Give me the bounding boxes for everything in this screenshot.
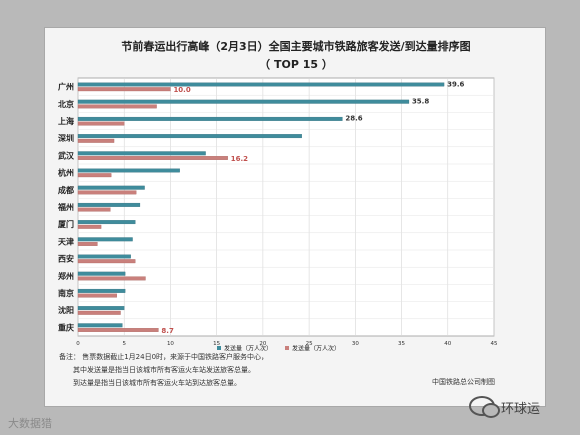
data-label-series-2: 8.7 <box>161 327 174 335</box>
chart-title: 节前春运出行高峰（2月3日）全国主要城市铁路旅客发送/到达量排序图 <box>121 40 471 53</box>
bar-series-1 <box>77 288 126 293</box>
bar-series-2 <box>77 242 98 246</box>
category-label: 南京 <box>58 288 74 298</box>
bar-series-1 <box>77 323 123 328</box>
legend-swatch <box>285 346 289 350</box>
data-label-series-2: 10.0 <box>173 86 190 94</box>
bar-series-2 <box>77 259 136 264</box>
data-label-series-1: 39.6 <box>447 80 464 88</box>
bar-series-2 <box>77 173 112 178</box>
bar-series-1 <box>77 134 302 139</box>
bar-series-1 <box>77 82 445 87</box>
chart-card: 节前春运出行高峰（2月3日）全国主要城市铁路旅客发送/到达量排序图 （ TOP … <box>44 27 546 407</box>
bar-series-2 <box>77 104 157 109</box>
bar-series-2 <box>77 156 228 160</box>
x-tick-label: 20 <box>259 341 266 347</box>
wechat-icon <box>469 396 500 418</box>
category-label: 福州 <box>57 202 74 212</box>
data-label-series-2: 16.2 <box>231 155 248 163</box>
x-tick-label: 15 <box>213 341 220 347</box>
category-label: 上海 <box>58 116 74 126</box>
category-label: 郑州 <box>58 271 74 281</box>
x-tick-label: 40 <box>444 341 451 347</box>
bar-series-1 <box>77 271 126 276</box>
x-tick-label: 30 <box>352 341 359 347</box>
category-label: 天津 <box>58 236 74 246</box>
category-label: 沈阳 <box>58 305 74 315</box>
x-tick-label: 10 <box>167 341 174 347</box>
bar-series-1 <box>77 237 133 242</box>
category-label: 北京 <box>58 99 74 109</box>
bar-chart: 0 5 10 15 20 25 30 35 40 45 广州 39.6 10.0 北京 35.8 上海 28.6… <box>57 77 498 353</box>
bar-series-1 <box>77 220 136 225</box>
x-tick-label: 5 <box>122 341 126 347</box>
chart-subtitle: （ TOP 15 ） <box>259 58 333 71</box>
bar-series-2 <box>77 207 111 212</box>
note-line-2: 其中发送量是指当日该城市所有客运火车站发送旅客总量。 <box>73 366 255 374</box>
data-label-series-1: 28.6 <box>345 115 362 123</box>
bar-series-1 <box>77 306 125 311</box>
bar-series-1 <box>77 151 206 156</box>
bar-series-2 <box>77 121 125 126</box>
plot-area <box>77 77 495 337</box>
bar-series-1 <box>77 99 410 104</box>
x-tick-label: 45 <box>491 341 498 347</box>
x-tick-label: 35 <box>398 341 405 347</box>
legend-label: 发送量（万人次） <box>224 345 272 353</box>
category-label: 杭州 <box>58 168 74 178</box>
bar-series-2 <box>77 224 102 229</box>
legend-label: 发送量（万人次） <box>292 345 340 353</box>
bar-series-1 <box>77 185 145 190</box>
bar-series-2 <box>77 310 121 315</box>
note-line-3: 到达量是指当日该城市所有客运火车站到达旅客总量。 <box>73 379 241 387</box>
category-label: 武汉 <box>58 150 75 160</box>
x-tick-label: 0 <box>76 341 80 347</box>
bar-series-1 <box>77 254 131 259</box>
bar-series-2 <box>77 190 137 195</box>
data-label-series-1: 35.8 <box>412 98 429 106</box>
bar-series-2 <box>77 328 159 332</box>
category-label: 深圳 <box>58 133 74 143</box>
bar-series-2 <box>77 87 171 92</box>
bar-series-2 <box>77 276 146 281</box>
category-label: 西安 <box>58 254 74 264</box>
bar-series-1 <box>77 202 141 207</box>
bar-series-1 <box>77 168 180 173</box>
category-label: 广州 <box>58 82 74 92</box>
watermark-left: 大数据猎 <box>8 417 52 430</box>
watermark-right: 环球运 <box>501 402 541 417</box>
note-line-1: 备注： 售票数据截止1月24日0时，来源于中国铁路客户服务中心， <box>59 353 269 361</box>
category-label: 厦门 <box>58 219 74 229</box>
legend-swatch <box>217 346 221 350</box>
bar-series-1 <box>77 116 343 121</box>
x-tick-label: 25 <box>306 341 313 347</box>
category-label: 成都 <box>58 185 74 195</box>
category-label: 重庆 <box>58 322 74 332</box>
chart-credit: 中国铁路总公司制图 <box>432 378 495 386</box>
bar-series-2 <box>77 138 115 143</box>
bar-series-2 <box>77 293 117 298</box>
